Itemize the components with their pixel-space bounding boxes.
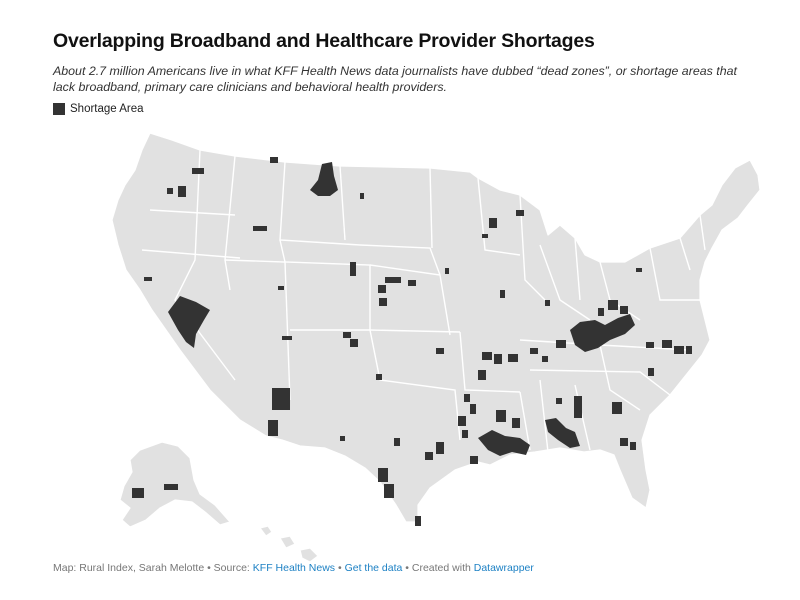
shortage-area <box>545 300 550 306</box>
shortage-area <box>278 286 284 290</box>
shortage-area <box>496 410 506 422</box>
shortage-area <box>384 484 394 498</box>
shortage-area <box>164 484 178 490</box>
shortage-area <box>620 306 628 314</box>
shortage-area <box>458 416 466 426</box>
shortage-areas <box>132 157 692 526</box>
legend: Shortage Area <box>53 103 144 115</box>
shortage-area <box>415 516 421 526</box>
shortage-area <box>612 402 622 414</box>
shortage-area <box>646 342 654 348</box>
shortage-area <box>662 340 672 348</box>
shortage-area <box>608 300 618 310</box>
shortage-area <box>570 314 635 352</box>
shortage-area <box>512 418 520 428</box>
shortage-area <box>462 430 468 438</box>
shortage-area <box>545 418 580 448</box>
shortage-area <box>282 336 292 340</box>
get-data-link[interactable]: Get the data <box>344 562 403 574</box>
footer: Map: Rural Index, Sarah Melotte • Source… <box>53 562 534 574</box>
contiguous-us <box>111 132 761 523</box>
shortage-area <box>482 352 492 360</box>
shortage-area <box>144 277 152 281</box>
shortage-area <box>508 354 518 362</box>
shortage-area <box>445 268 449 274</box>
shortage-area <box>500 290 505 298</box>
shortage-area <box>630 442 636 450</box>
shortage-area <box>530 348 538 354</box>
shortage-area <box>394 438 400 446</box>
shortage-area <box>556 340 566 348</box>
shortage-area <box>436 348 444 354</box>
shortage-area <box>542 356 548 362</box>
shortage-area <box>270 157 278 163</box>
shortage-area <box>376 374 382 380</box>
shortage-area <box>379 298 387 306</box>
shortage-area <box>478 370 486 380</box>
shortage-area <box>178 186 186 197</box>
chart-subtitle: About 2.7 million Americans live in what… <box>53 64 737 94</box>
footer-separator: • <box>335 562 345 574</box>
shortage-area <box>340 436 345 441</box>
shortage-area <box>350 339 358 347</box>
shortage-area <box>478 430 530 456</box>
shortage-area <box>620 438 628 446</box>
shortage-area <box>408 280 416 286</box>
legend-label: Shortage Area <box>70 103 144 115</box>
shortage-area <box>132 488 144 498</box>
shortage-area <box>168 296 210 348</box>
shortage-area <box>470 456 478 464</box>
shortage-area <box>516 210 524 216</box>
shortage-area <box>378 285 386 293</box>
shortage-area <box>425 452 433 460</box>
shortage-area <box>482 234 488 238</box>
footer-created-with: • Created with <box>402 562 474 574</box>
shortage-area <box>489 218 497 228</box>
shortage-area <box>436 442 444 454</box>
datawrapper-link[interactable]: Datawrapper <box>473 562 534 574</box>
legend-swatch <box>53 103 65 115</box>
shortage-area <box>310 162 338 196</box>
shortage-area <box>494 354 502 364</box>
shortage-area <box>360 193 364 199</box>
shortage-area <box>272 388 290 410</box>
footer-credit: Map: Rural Index, Sarah Melotte • Source… <box>53 562 253 574</box>
shortage-area <box>192 168 204 174</box>
shortage-area <box>470 404 476 414</box>
shortage-area <box>574 396 582 418</box>
shortage-area <box>686 346 692 354</box>
shortage-area <box>343 332 351 338</box>
shortage-area <box>556 398 562 404</box>
hawaii <box>259 525 319 563</box>
shortage-area <box>636 268 642 272</box>
shortage-area <box>464 394 470 402</box>
state-borders <box>141 149 706 453</box>
shortage-area <box>598 308 604 316</box>
shortage-area <box>253 226 267 231</box>
shortage-area <box>167 188 173 194</box>
shortage-area <box>385 277 401 283</box>
shortage-area <box>350 262 356 276</box>
shortage-area <box>378 468 388 482</box>
source-link[interactable]: KFF Health News <box>252 562 336 574</box>
shortage-area <box>268 420 278 436</box>
shortage-area <box>648 368 654 376</box>
chart-title: Overlapping Broadband and Healthcare Pro… <box>53 30 595 52</box>
shortage-area <box>674 346 684 354</box>
